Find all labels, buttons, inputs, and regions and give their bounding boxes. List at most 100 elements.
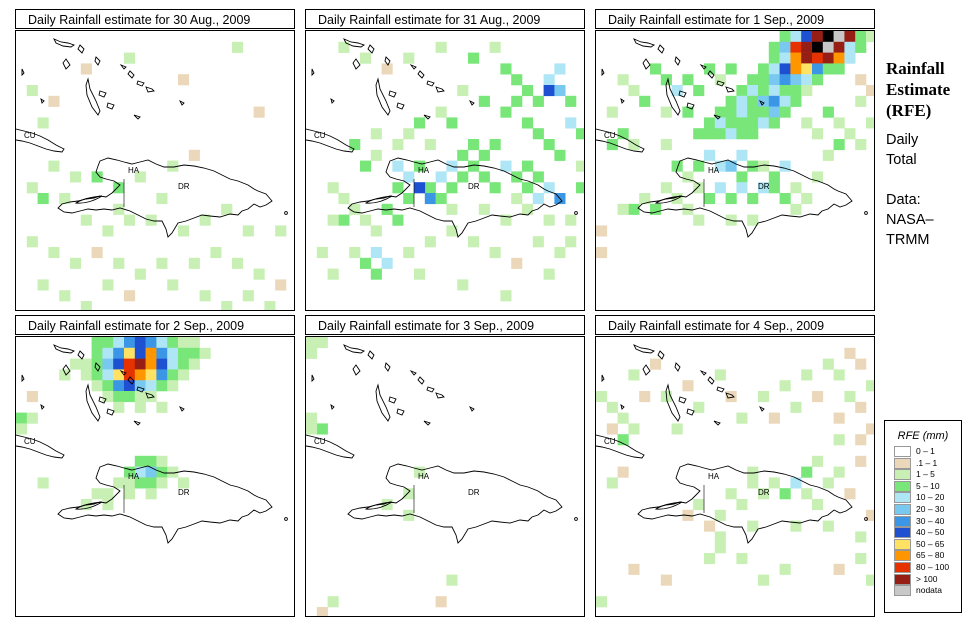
rain-cell — [124, 347, 136, 359]
rain-cell — [446, 203, 458, 215]
rain-cell — [26, 391, 38, 403]
rain-cell — [16, 412, 28, 424]
rain-cell — [113, 257, 125, 269]
rain-cell — [714, 542, 726, 554]
rain-cell — [522, 182, 534, 194]
rain-cell — [403, 247, 415, 259]
legend-swatch — [894, 469, 911, 481]
rain-cell — [790, 477, 802, 489]
coastline — [16, 344, 288, 544]
country-label-cu: CU — [24, 131, 36, 140]
rain-cell — [381, 203, 393, 215]
rain-cell — [790, 63, 802, 75]
rain-cell — [403, 488, 415, 500]
rain-cell — [156, 193, 168, 205]
rain-cell — [489, 247, 501, 259]
rain-cell — [704, 117, 716, 129]
rain-cell — [134, 466, 146, 478]
rain-cell — [403, 52, 415, 64]
rain-cell — [736, 499, 748, 511]
rain-cell — [403, 128, 415, 140]
rain-cell — [124, 391, 136, 403]
rain-cell — [70, 257, 82, 269]
rain-cell — [790, 203, 802, 215]
rain-cell — [37, 279, 49, 291]
rain-cell — [156, 257, 168, 269]
legend-label: > 100 — [916, 573, 938, 584]
rain-cell — [232, 41, 244, 53]
rain-cell — [188, 337, 200, 349]
rain-cell — [26, 236, 38, 248]
rain-cell — [554, 149, 566, 161]
rain-cell — [532, 193, 544, 205]
country-label-ha: HA — [418, 166, 430, 175]
rain-cell — [178, 225, 190, 237]
rain-cell — [801, 31, 813, 43]
rain-cell — [124, 369, 136, 381]
rain-cell — [866, 423, 874, 435]
rain-cell — [779, 74, 791, 86]
rain-cell — [758, 63, 770, 75]
rain-cell — [124, 380, 136, 392]
rain-cell — [747, 74, 759, 86]
rain-cell — [424, 139, 436, 151]
rain-cell — [167, 347, 179, 359]
rain-cell — [714, 117, 726, 129]
rain-cell — [370, 247, 382, 259]
rain-cell — [779, 31, 791, 43]
rain-cell — [134, 369, 146, 381]
rain-cell — [306, 412, 318, 424]
legend-swatch — [894, 457, 911, 469]
rain-cell — [468, 139, 480, 151]
legend-item: 10 – 20 — [894, 492, 961, 504]
rain-cell — [167, 358, 179, 370]
rain-cell — [80, 358, 92, 370]
rain-cell — [866, 509, 874, 521]
legend-swatch — [894, 585, 911, 597]
rain-cell — [747, 160, 759, 172]
map-svg: CU HA DR — [16, 38, 288, 310]
coastline — [596, 344, 868, 544]
rain-cell — [725, 488, 737, 500]
rain-cell — [532, 236, 544, 248]
rain-cell — [779, 380, 791, 392]
rain-cell — [606, 401, 618, 413]
rain-cell — [714, 509, 726, 521]
rain-cell — [768, 171, 780, 183]
rain-cell — [617, 412, 629, 424]
rain-cell — [768, 85, 780, 97]
rain-cell — [489, 41, 501, 53]
rain-cell — [414, 268, 426, 280]
rain-cell — [628, 85, 640, 97]
rain-cell — [650, 63, 662, 75]
panel-4: Daily Rainfall estimate for 3 Sep., 2009… — [305, 315, 585, 617]
rain-cell — [424, 193, 436, 205]
rain-cell — [543, 268, 555, 280]
rain-cell — [576, 182, 584, 194]
rain-cell — [134, 347, 146, 359]
rain-cell — [855, 401, 867, 413]
country-label-ha: HA — [708, 166, 720, 175]
rain-cell — [414, 182, 426, 194]
rain-cell — [511, 95, 523, 107]
rain-cell — [370, 128, 382, 140]
rain-cell — [392, 160, 404, 172]
rain-cell — [758, 391, 770, 403]
rain-cell — [167, 337, 179, 349]
rain-cell — [801, 63, 813, 75]
legend-swatch — [894, 573, 911, 585]
rain-cell — [489, 139, 501, 151]
rain-cell — [855, 358, 867, 370]
rain-cell — [360, 160, 372, 172]
rain-cell — [768, 52, 780, 64]
rain-cell — [91, 171, 103, 183]
rain-cell — [500, 214, 512, 226]
rain-cell — [134, 401, 146, 413]
rain-cell — [500, 106, 512, 118]
rain-cell — [124, 337, 136, 349]
rain-cell — [671, 160, 683, 172]
rain-cell — [628, 369, 640, 381]
rain-cell — [48, 95, 60, 107]
rain-cell — [855, 553, 867, 565]
rain-cell — [596, 225, 608, 237]
